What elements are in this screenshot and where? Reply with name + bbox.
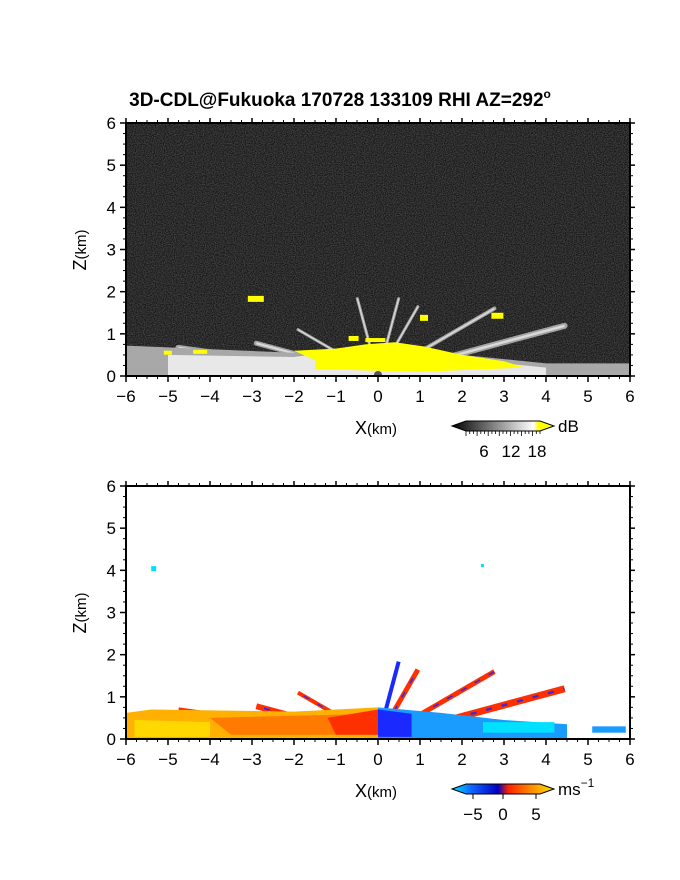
velocity-beam-fold xyxy=(377,669,419,739)
x-tick-label: 1 xyxy=(415,750,424,769)
velocity-pixel xyxy=(480,564,484,568)
bottom-x-axis-label: X(km) xyxy=(355,781,397,801)
y-tick-label: 0 xyxy=(107,730,116,749)
x-tick-label: 4 xyxy=(541,750,550,769)
bottom-colorbar-unit: ms−1 xyxy=(558,776,595,799)
intensity-speckle xyxy=(348,335,359,341)
intensity-speckle xyxy=(491,312,504,319)
velocity-pixel xyxy=(151,566,157,572)
x-tick-label: −2 xyxy=(284,750,303,769)
bottom-beams xyxy=(126,564,626,739)
y-tick-label: 4 xyxy=(107,561,116,580)
x-tick-label: 6 xyxy=(625,750,634,769)
x-tick-label: 0 xyxy=(373,387,382,406)
y-tick-label: 0 xyxy=(107,367,116,386)
y-tick-label: 1 xyxy=(107,688,116,707)
x-tick-label: −5 xyxy=(158,387,177,406)
x-tick-label: 3 xyxy=(499,750,508,769)
intensity-speckle xyxy=(163,350,172,355)
bottom-colorbar-ticks xyxy=(472,794,537,799)
bottom-y-axis-label: Z(km) xyxy=(70,593,90,634)
top-colorbar-unit: dB xyxy=(558,417,579,436)
velocity-layer-negative-tail xyxy=(592,726,626,733)
x-tick-label: 5 xyxy=(583,750,592,769)
radar-site xyxy=(374,371,382,376)
y-tick-label: 5 xyxy=(107,156,116,175)
intensity-speckle xyxy=(420,314,428,321)
x-tick-label: 4 xyxy=(541,387,550,406)
x-tick-label: −4 xyxy=(200,750,219,769)
top-x-axis-label: X(km) xyxy=(355,418,397,438)
intensity-speckle xyxy=(247,295,264,302)
x-tick-label: −3 xyxy=(242,750,261,769)
y-tick-label: 3 xyxy=(107,241,116,260)
x-tick-label: 6 xyxy=(625,387,634,406)
intensity-saturated-band xyxy=(315,354,441,370)
top-beams xyxy=(126,295,630,376)
velocity-layer-positive-core xyxy=(327,709,378,735)
bottom-colorbar-tick-label: −5 xyxy=(463,805,482,824)
intensity-speckle xyxy=(365,338,386,343)
x-tick-label: 0 xyxy=(373,750,382,769)
x-tick-label: −2 xyxy=(284,387,303,406)
x-tick-label: −1 xyxy=(326,750,345,769)
x-tick-label: −6 xyxy=(116,750,135,769)
bottom-colorbar-bar xyxy=(450,783,556,795)
velocity-layer-negative-core xyxy=(378,709,412,737)
y-tick-label: 1 xyxy=(107,325,116,344)
x-tick-label: 1 xyxy=(415,387,424,406)
x-tick-label: 5 xyxy=(583,387,592,406)
x-tick-label: −5 xyxy=(158,750,177,769)
bottom-colorbar-tick-label: 0 xyxy=(498,805,507,824)
velocity-layer-negative-weak xyxy=(483,722,555,733)
bottom-colorbar: ms−1 −5 0 5 xyxy=(450,776,595,824)
y-tick-label: 2 xyxy=(107,283,116,302)
bottom-panel: −6 −5 −4 −3 −2 −1 0 1 2 3 4 5 6 0 1 2 3 4 5 6 Z(km) X(km) m… xyxy=(70,477,635,824)
top-colorbar: dB 6 12 18 xyxy=(450,417,579,461)
velocity-beam-fold xyxy=(377,670,495,739)
bottom-colorbar-tick-label: 5 xyxy=(531,805,540,824)
top-y-axis-label: Z(km) xyxy=(70,230,90,271)
x-tick-label: −3 xyxy=(242,387,261,406)
y-tick-label: 3 xyxy=(107,604,116,623)
x-tick-label: −4 xyxy=(200,387,219,406)
top-colorbar-tick-label: 12 xyxy=(502,442,521,461)
velocity-layer-positive-weak xyxy=(134,720,210,737)
y-tick-label: 2 xyxy=(107,646,116,665)
intensity-speckle xyxy=(193,349,208,354)
top-axes: −6 −5 −4 −3 −2 −1 0 1 2 3 4 5 6 0 1 2 3 4 5 6 xyxy=(107,114,635,406)
bottom-axes: −6 −5 −4 −3 −2 −1 0 1 2 3 4 5 6 0 1 2 3 4 5 6 xyxy=(107,477,635,769)
chart-title: 3D-CDL@Fukuoka 170728 133109 RHI AZ=292o xyxy=(129,87,551,111)
top-colorbar-tick-label: 6 xyxy=(479,442,488,461)
x-tick-label: 2 xyxy=(457,750,466,769)
x-tick-label: −6 xyxy=(116,387,135,406)
bottom-plot-background xyxy=(126,486,630,739)
y-tick-label: 4 xyxy=(107,198,116,217)
x-tick-label: 2 xyxy=(457,387,466,406)
x-tick-label: 3 xyxy=(499,387,508,406)
top-colorbar-tick-label: 18 xyxy=(528,442,547,461)
top-colorbar-bar xyxy=(450,420,556,432)
y-tick-label: 6 xyxy=(107,477,116,496)
y-tick-label: 5 xyxy=(107,519,116,538)
y-tick-label: 6 xyxy=(107,114,116,133)
velocity-beam-fold xyxy=(377,661,400,739)
top-colorbar-ticks xyxy=(465,431,541,436)
x-tick-label: −1 xyxy=(326,387,345,406)
